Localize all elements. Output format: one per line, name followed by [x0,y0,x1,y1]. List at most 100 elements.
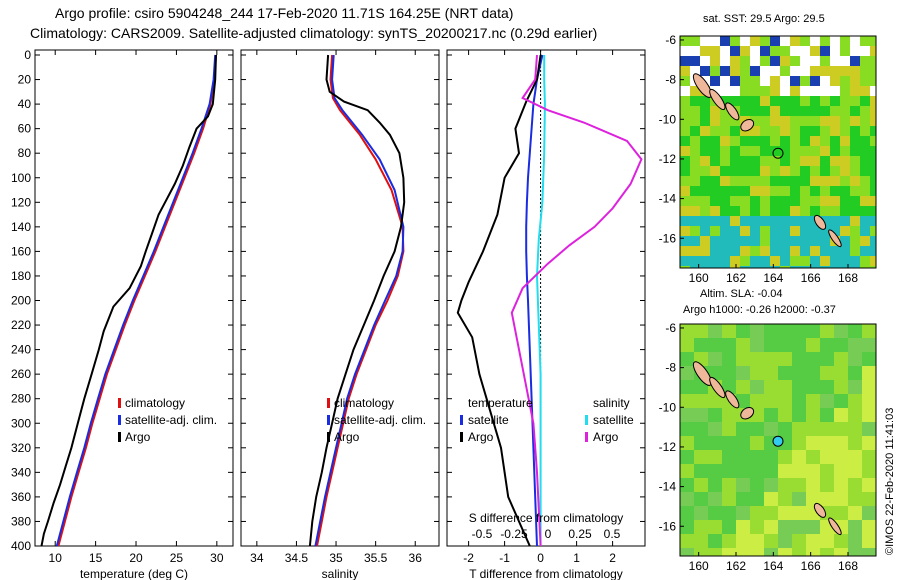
sla-map-cell [792,478,806,492]
sla-map-cell [848,408,862,422]
sst-map-cell [710,146,720,156]
sst-map-cell [770,246,780,256]
sst-map-cell [820,96,830,106]
sla-map-ytick-label: -10 [659,400,677,414]
sla-map-cell [736,380,750,394]
sst-map-cell [760,246,770,256]
sst-map-cell [700,116,710,126]
sst-map-cell [740,66,750,76]
sst-map-cell [840,166,850,176]
sst-map-cell [730,266,740,268]
sst-map-cell [870,116,876,126]
sst-map-cell [680,46,690,56]
sst-map-cell [750,96,760,106]
sla-map-cell [764,380,778,394]
sla-map-cell [792,548,806,556]
sst-map-cell [750,176,760,186]
sst-map-cell [810,136,820,146]
sst-map-cell [840,116,850,126]
sst-map-cell [750,76,760,86]
sla-map-cell [834,422,848,436]
sla-map-cell [792,534,806,548]
sst-map-cell [720,146,730,156]
sla-map-cell [764,408,778,422]
diff-legend-t-label: satellite [468,413,509,427]
sst-map-cell [780,156,790,166]
sla-map-cell [862,324,876,338]
temperature-legend-label: Argo [125,430,151,444]
sst-map-cell [760,66,770,76]
diff-s-xtick-label: -0.25 [500,527,528,541]
sst-map-cell [850,36,860,46]
sla-map-cell [778,408,792,422]
sla-map-cell [834,324,848,338]
sla-map-cell [764,548,778,556]
sst-map-cell [810,46,820,56]
temperature-series-argo [40,54,217,547]
sla-map-cell [806,492,820,506]
sst-map-cell [730,36,740,46]
salinity-xtick-label: 34 [250,551,264,565]
sla-map-cell [792,520,806,534]
sla-map-cell [848,366,862,380]
sla-map-cell [862,422,876,436]
sla-map-cell [736,464,750,478]
sst-map-cell [750,256,760,266]
sst-map-cell [710,216,720,226]
sst-map-cell [710,196,720,206]
sla-map-cell [834,352,848,366]
sst-map-cell [850,76,860,86]
diff-legend-s-label: satellite [593,413,634,427]
sst-map-cell [720,166,730,176]
sla-map-cell [708,450,722,464]
sla-map-cell [778,352,792,366]
difference-frame [446,49,646,547]
sla-map-cell [764,506,778,520]
sst-map-cell [730,216,740,226]
sla-map-cell [820,548,834,556]
sla-map-cell [862,478,876,492]
sla-map-cell [778,520,792,534]
sst-map-cell [700,46,710,56]
sst-map-cell [740,46,750,56]
sla-map-cell [778,464,792,478]
sla-map-cell [750,478,764,492]
sst-map-cell [770,166,780,176]
sst-map-cell [790,256,800,266]
sla-map-cell [834,506,848,520]
sst-map-cell [770,236,780,246]
sst-map-cell [700,176,710,186]
sst-map-cell [870,246,876,256]
sla-map-xtick-label: 168 [838,559,858,573]
sst-map-cell [690,266,700,268]
sla-map-cell [792,492,806,506]
sla-map-cell [722,534,736,548]
sst-map-cell [840,236,850,246]
salinity-series-satellite-adj-clim- [314,54,405,547]
sst-map-cell [720,136,730,146]
sst-map-cell [760,196,770,206]
sla-map-cell [694,478,708,492]
sla-map-cell [792,422,806,436]
sst-map-cell [800,246,810,256]
sla-map-cell [708,408,722,422]
sst-map-cell [800,96,810,106]
sst-map-cell [840,66,850,76]
sst-map-cell [820,136,830,146]
sst-map-cell [780,86,790,96]
sst-map-cell [870,136,876,146]
sla-map-cell [764,422,778,436]
sla-map-cell [750,352,764,366]
sst-map-cell [680,36,690,46]
sla-map-cell [736,506,750,520]
sla-map-cell [820,408,834,422]
sst-map-cell [870,96,876,106]
sla-map-cell [806,534,820,548]
sst-map-cell [680,106,690,116]
sla-map-cell [848,324,862,338]
sst-map-cell [860,156,870,166]
ytick-label: 0 [24,48,31,62]
ytick-label: 100 [11,171,31,185]
sst-map-cell [810,186,820,196]
sla-map-cell [694,394,708,408]
